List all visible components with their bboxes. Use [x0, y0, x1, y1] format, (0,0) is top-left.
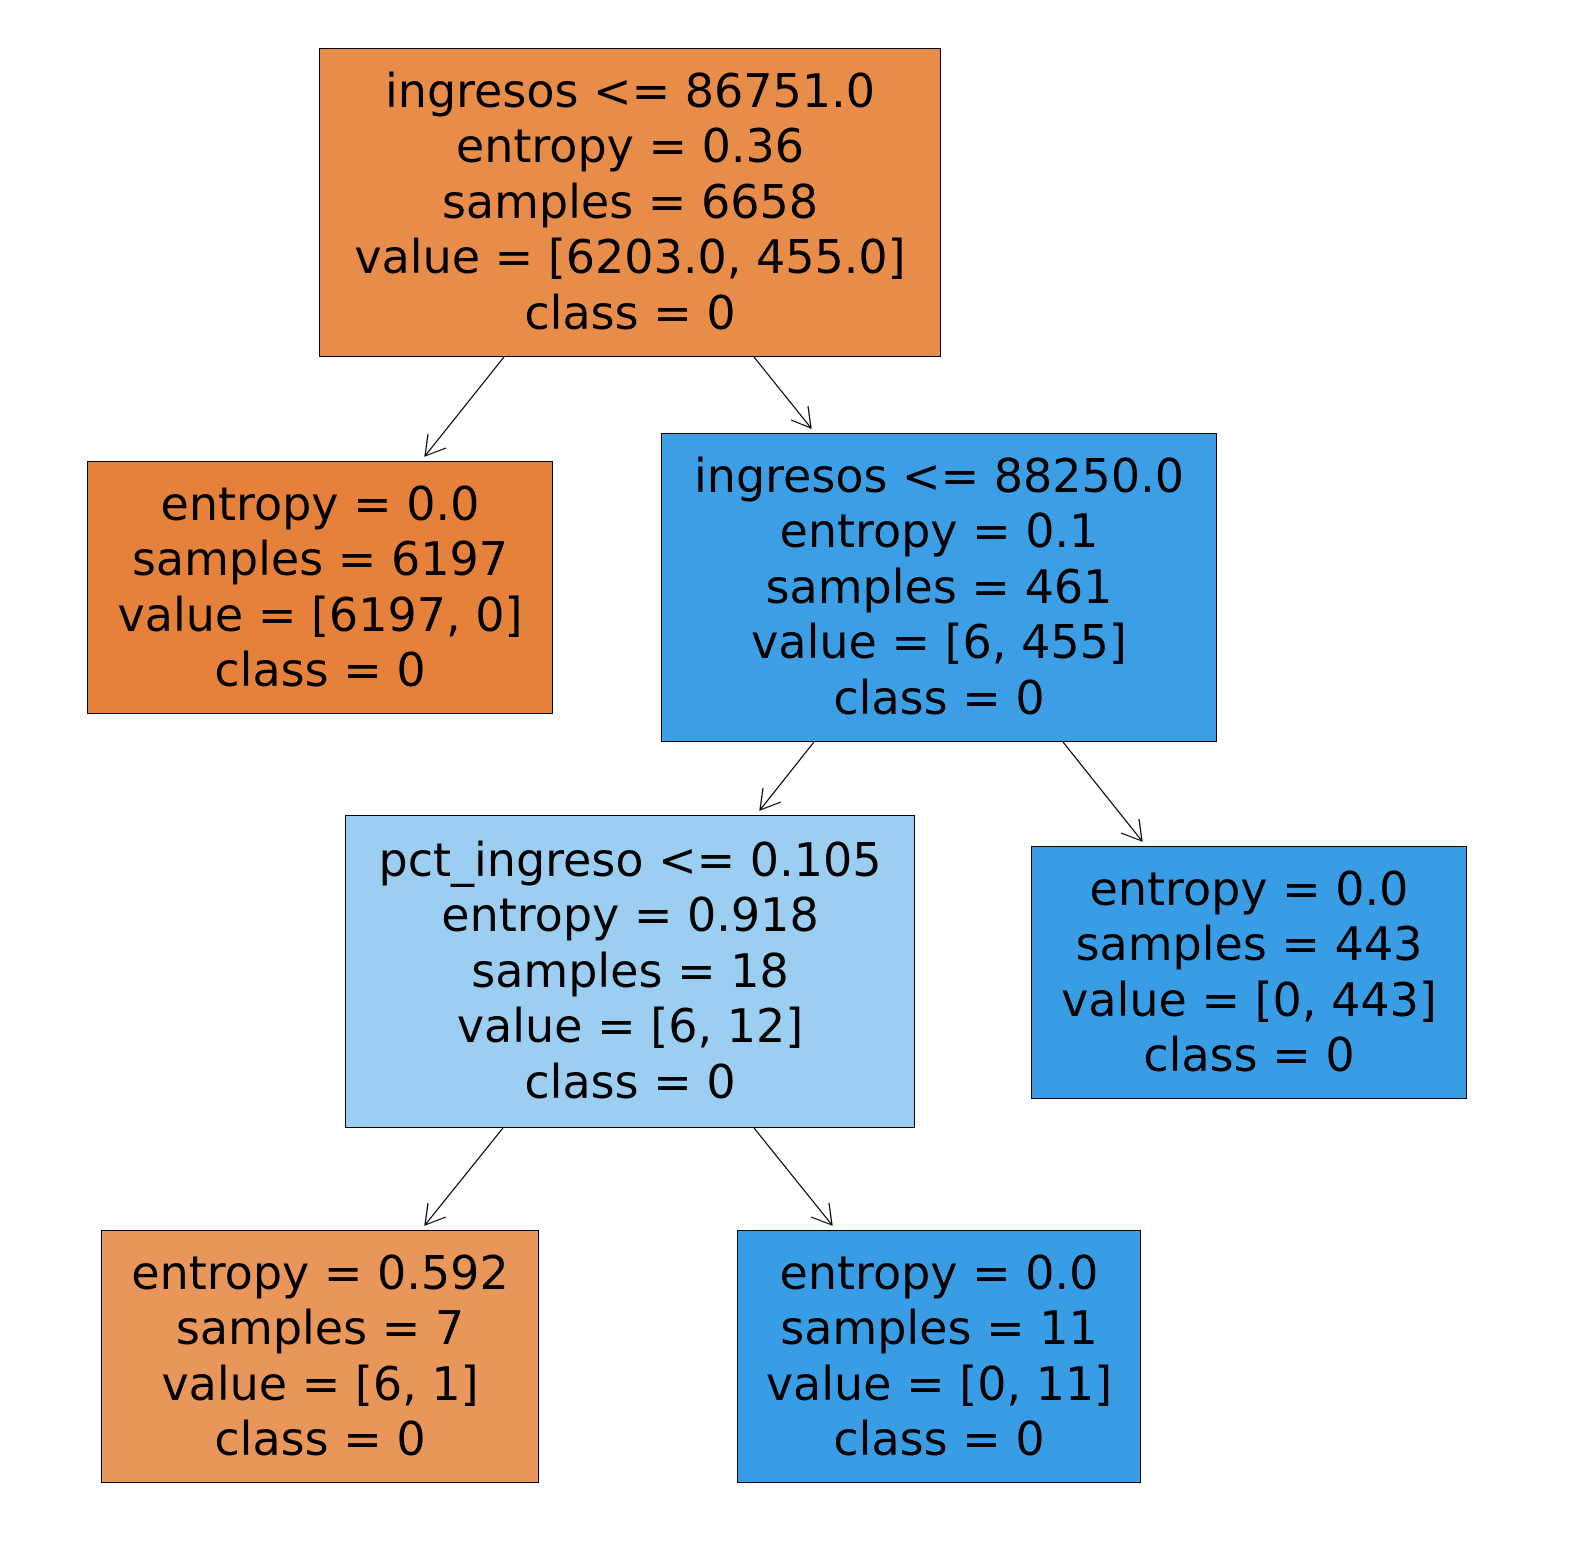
node-samples: samples = 461: [765, 559, 1113, 614]
node-value: value = [6, 12]: [456, 999, 804, 1054]
node-entropy: entropy = 0.592: [131, 1245, 509, 1300]
tree-node-root: ingresos <= 86751.0 entropy = 0.36 sampl…: [319, 48, 941, 357]
node-split-rule: pct_ingreso <= 0.105: [378, 832, 882, 887]
node-value: value = [0, 443]: [1061, 972, 1437, 1027]
node-class: class = 0: [833, 670, 1045, 725]
node-samples: samples = 11: [780, 1301, 1098, 1355]
tree-node-right-split: ingresos <= 88250.0 entropy = 0.1 sample…: [661, 433, 1217, 742]
node-class: class = 0: [833, 1412, 1045, 1466]
node-entropy: entropy = 0.0: [160, 476, 480, 531]
node-value: value = [6, 455]: [751, 615, 1127, 670]
node-samples: samples = 7: [175, 1301, 465, 1355]
node-entropy: entropy = 0.0: [779, 1245, 1099, 1300]
node-class: class = 0: [524, 1054, 736, 1109]
node-samples: samples = 6197: [131, 532, 509, 586]
edge-pct-split-to-pct-left-leaf: [424, 1127, 504, 1226]
edge-root-to-left-leaf: [424, 356, 505, 457]
edge-root-to-right-split: [753, 356, 812, 429]
tree-node-left-leaf: entropy = 0.0 samples = 6197 value = [61…: [87, 461, 553, 714]
node-split-rule: ingresos <= 86751.0: [385, 63, 875, 118]
tree-node-pct-right-leaf: entropy = 0.0 samples = 11 value = [0, 1…: [737, 1230, 1141, 1483]
tree-node-pct-split: pct_ingreso <= 0.105 entropy = 0.918 sam…: [345, 815, 915, 1128]
node-class: class = 0: [1143, 1028, 1355, 1082]
edge-right-split-to-right-leaf: [1062, 741, 1143, 842]
node-samples: samples = 6658: [441, 174, 819, 229]
node-entropy: entropy = 0.36: [455, 119, 805, 174]
node-entropy: entropy = 0.918: [441, 888, 819, 943]
node-entropy: entropy = 0.0: [1089, 861, 1409, 916]
node-value: value = [6, 1]: [161, 1356, 479, 1411]
tree-node-right-leaf: entropy = 0.0 samples = 443 value = [0, …: [1031, 846, 1467, 1099]
edge-right-split-to-pct-split: [759, 741, 815, 811]
node-class: class = 0: [214, 1412, 426, 1466]
node-samples: samples = 443: [1075, 917, 1423, 971]
node-entropy: entropy = 0.1: [779, 504, 1099, 559]
node-class: class = 0: [524, 285, 736, 340]
tree-node-pct-left-leaf: entropy = 0.592 samples = 7 value = [6, …: [101, 1230, 539, 1483]
edge-pct-split-to-pct-right-leaf: [753, 1127, 833, 1226]
node-value: value = [6203.0, 455.0]: [354, 230, 906, 285]
node-samples: samples = 18: [471, 943, 789, 998]
node-class: class = 0: [214, 643, 426, 697]
node-value: value = [6197, 0]: [117, 587, 523, 642]
node-value: value = [0, 11]: [765, 1356, 1113, 1411]
node-split-rule: ingresos <= 88250.0: [694, 448, 1184, 503]
